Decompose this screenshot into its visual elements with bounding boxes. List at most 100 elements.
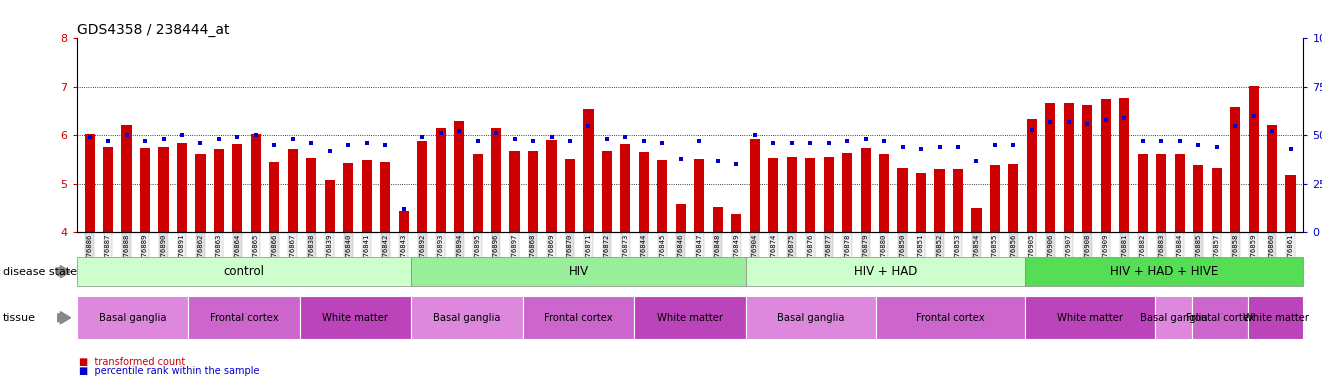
Bar bbox=[214, 149, 223, 232]
Point bbox=[1206, 144, 1227, 150]
Point bbox=[1003, 142, 1025, 148]
Point bbox=[1224, 122, 1245, 129]
Bar bbox=[411, 257, 746, 286]
Bar bbox=[990, 166, 999, 232]
Bar bbox=[307, 158, 316, 232]
Bar bbox=[1175, 154, 1185, 232]
Bar bbox=[1083, 105, 1092, 232]
Point bbox=[79, 134, 100, 141]
Point bbox=[800, 140, 821, 146]
Text: Basal ganglia: Basal ganglia bbox=[99, 313, 167, 323]
Bar bbox=[1009, 164, 1018, 232]
Bar bbox=[750, 139, 760, 232]
Bar bbox=[546, 140, 557, 232]
Bar bbox=[1303, 100, 1314, 232]
Point bbox=[374, 142, 395, 148]
Text: Frontal cortex: Frontal cortex bbox=[210, 313, 279, 323]
Bar bbox=[861, 149, 871, 232]
Point bbox=[763, 140, 784, 146]
Bar bbox=[635, 296, 746, 339]
Point bbox=[1169, 138, 1190, 144]
Bar bbox=[362, 160, 371, 232]
Point bbox=[246, 132, 267, 139]
Point bbox=[1298, 117, 1319, 123]
Point bbox=[615, 134, 636, 141]
Text: GDS4358 / 238444_at: GDS4358 / 238444_at bbox=[77, 23, 229, 37]
Text: disease state: disease state bbox=[3, 266, 77, 277]
Point bbox=[966, 157, 988, 164]
Bar bbox=[122, 125, 132, 232]
Bar bbox=[842, 153, 853, 232]
Bar bbox=[602, 151, 612, 232]
Point bbox=[153, 136, 175, 142]
Bar bbox=[1025, 296, 1155, 339]
Bar bbox=[713, 207, 723, 232]
Point bbox=[855, 136, 876, 142]
Bar bbox=[953, 169, 962, 232]
Point bbox=[190, 140, 212, 146]
Bar bbox=[676, 204, 686, 232]
Text: HIV: HIV bbox=[568, 265, 588, 278]
Point bbox=[985, 142, 1006, 148]
Point bbox=[707, 157, 728, 164]
Bar bbox=[879, 154, 890, 232]
Bar bbox=[1248, 296, 1303, 339]
Point bbox=[300, 140, 321, 146]
Bar bbox=[1027, 119, 1036, 232]
Point bbox=[1040, 119, 1062, 125]
Point bbox=[172, 132, 193, 139]
Point bbox=[596, 136, 617, 142]
Text: Frontal cortex: Frontal cortex bbox=[916, 313, 985, 323]
Bar bbox=[527, 151, 538, 232]
FancyArrow shape bbox=[57, 266, 70, 278]
Point bbox=[1095, 117, 1116, 123]
Bar bbox=[1266, 125, 1277, 232]
Point bbox=[929, 144, 951, 150]
Bar bbox=[522, 296, 635, 339]
Bar bbox=[824, 157, 834, 232]
Bar bbox=[1229, 107, 1240, 232]
Point bbox=[356, 140, 377, 146]
Bar bbox=[85, 134, 95, 232]
Bar bbox=[77, 296, 188, 339]
Bar bbox=[898, 168, 908, 232]
Bar bbox=[1120, 98, 1129, 232]
Text: White matter: White matter bbox=[657, 313, 723, 323]
Point bbox=[1150, 138, 1171, 144]
Point bbox=[504, 136, 525, 142]
Point bbox=[283, 136, 304, 142]
Point bbox=[467, 138, 488, 144]
Bar bbox=[1285, 175, 1296, 232]
Text: ■  percentile rank within the sample: ■ percentile rank within the sample bbox=[79, 366, 260, 376]
Bar bbox=[1046, 103, 1055, 232]
Bar bbox=[694, 159, 705, 232]
Point bbox=[948, 144, 969, 150]
Point bbox=[818, 140, 839, 146]
FancyArrow shape bbox=[57, 312, 70, 324]
Point bbox=[633, 138, 654, 144]
Point bbox=[781, 140, 802, 146]
Bar bbox=[1101, 99, 1110, 232]
Point bbox=[448, 128, 469, 134]
Bar bbox=[731, 214, 742, 232]
Text: White matter: White matter bbox=[1243, 313, 1309, 323]
Text: HIV + HAD + HIVE: HIV + HAD + HIVE bbox=[1110, 265, 1218, 278]
Bar bbox=[1192, 296, 1248, 339]
Bar bbox=[1155, 296, 1192, 339]
Point bbox=[337, 142, 358, 148]
Point bbox=[1076, 121, 1097, 127]
Bar bbox=[490, 128, 501, 232]
Point bbox=[319, 148, 340, 154]
Bar bbox=[411, 296, 522, 339]
Bar bbox=[472, 154, 483, 232]
Bar bbox=[140, 149, 151, 232]
Point bbox=[485, 130, 506, 136]
Text: Frontal cortex: Frontal cortex bbox=[545, 313, 613, 323]
Text: Basal ganglia: Basal ganglia bbox=[777, 313, 845, 323]
Bar bbox=[344, 162, 353, 232]
Point bbox=[541, 134, 562, 141]
Point bbox=[264, 142, 286, 148]
Bar bbox=[1064, 103, 1073, 232]
Bar bbox=[159, 147, 169, 232]
Point bbox=[670, 156, 691, 162]
